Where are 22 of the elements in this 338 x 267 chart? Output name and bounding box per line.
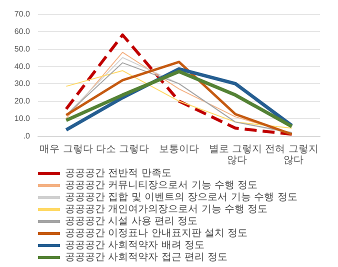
x-tick-label: 다소 그렇다 — [96, 144, 150, 155]
y-tick-label: .0 — [23, 132, 31, 140]
y-tick-label: 10.0 — [14, 114, 31, 124]
line-series — [64, 33, 294, 136]
legend-label: 공공공간 사회적약자 배려 정도 — [65, 240, 205, 251]
y-tick-label: 60.0 — [14, 26, 31, 36]
y-tick-label: 30.0 — [14, 79, 31, 88]
y-tick-label: 40.0 — [14, 62, 31, 71]
legend-label: 공공공간 이정표나 안내표지판 설치 정도 — [65, 228, 248, 239]
legend-label: 공공공간 전반적 만족도 — [65, 168, 172, 179]
x-tick-label: 별로 그렇지 않다 — [208, 144, 262, 166]
x-tick-label: 보통이다 — [159, 144, 199, 155]
x-tick-label: 매우 그렇다 — [40, 144, 93, 155]
legend-label: 공공공간 커뮤니티장으로서 기능 수행 정도 — [65, 180, 258, 191]
legend-label: 공공공간 집합 및 이벤트의 장으로서 기능 수행 정도 — [65, 192, 298, 203]
y-tick-label: 70.0 — [14, 10, 31, 18]
legend-label: 공공공간 사회적약자 접근 편리 정도 — [65, 252, 228, 263]
x-tick-label: 전혀 그렇지 않다 — [265, 144, 318, 166]
legend-label: 공공공간 개인여가의장으로서 기능 수행 정도 — [65, 204, 268, 215]
y-tick-label: 50.0 — [14, 44, 31, 54]
legend-label: 공공공간 시설 사용 편리 정도 — [65, 216, 198, 227]
y-tick-label: 20.0 — [14, 96, 31, 106]
